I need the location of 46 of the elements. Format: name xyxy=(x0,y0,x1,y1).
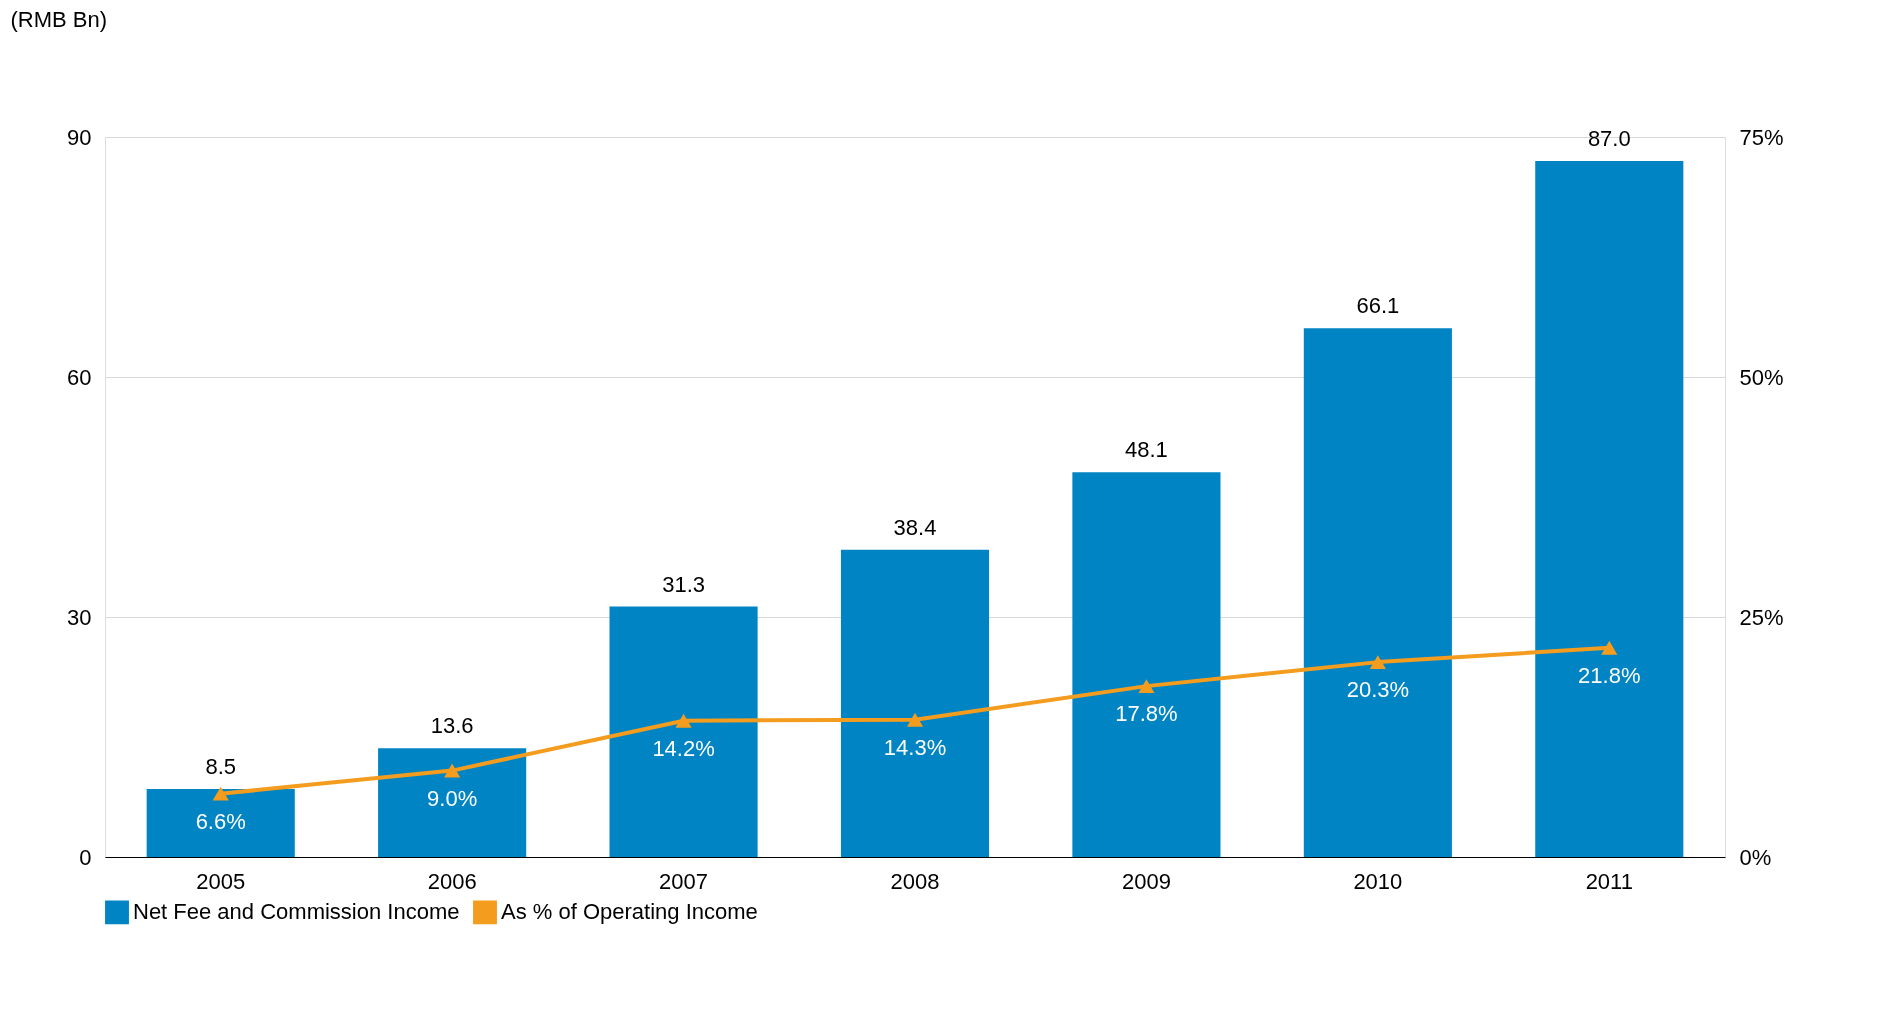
x-tick-label: 2006 xyxy=(427,868,477,894)
x-tick-label: 2005 xyxy=(196,868,246,894)
data-label: 38.4 xyxy=(893,514,937,540)
data-label: 20.3% xyxy=(1346,677,1410,703)
y2-tick-label: 0% xyxy=(1739,844,1772,870)
bar xyxy=(609,606,758,857)
data-label: 9.0% xyxy=(427,785,478,811)
data-label: 6.6% xyxy=(195,808,246,834)
y-axis-title: (RMB Bn) xyxy=(10,6,108,32)
bar xyxy=(840,549,990,857)
x-tick-label: 2011 xyxy=(1585,868,1633,894)
legend-label: As % of Operating Income xyxy=(501,899,758,925)
data-label: 13.6 xyxy=(430,713,474,739)
point xyxy=(212,786,229,801)
x-tick-label: 2010 xyxy=(1353,868,1403,894)
y-tick-label: 0 xyxy=(79,844,92,870)
x-tick-label: 2008 xyxy=(890,868,940,894)
point xyxy=(906,712,924,727)
bar xyxy=(1072,472,1221,857)
point xyxy=(1601,640,1618,655)
data-label: 21.8% xyxy=(1578,662,1641,688)
data-label: 14.3% xyxy=(883,734,947,760)
data-label: 87.0 xyxy=(1587,126,1631,151)
bar xyxy=(1535,161,1684,857)
y2-tick-label: 25% xyxy=(1739,604,1784,630)
point xyxy=(675,713,692,728)
y-tick-label: 90 xyxy=(67,124,92,150)
y-tick-label: 60 xyxy=(67,364,92,390)
x-tick-label: 2007 xyxy=(659,868,709,894)
data-label: 14.2% xyxy=(652,735,715,761)
data-label: 17.8% xyxy=(1115,701,1178,727)
y2-tick-label: 75% xyxy=(1739,124,1784,150)
data-label: 48.1 xyxy=(1125,437,1168,463)
point xyxy=(444,763,461,778)
bar xyxy=(378,748,527,857)
bar xyxy=(1303,328,1452,857)
legend-label: Net Fee and Commission Income xyxy=(133,899,460,925)
point xyxy=(1369,655,1386,670)
y2-tick-label: 50% xyxy=(1739,364,1784,390)
data-label: 31.3 xyxy=(662,571,705,597)
bar xyxy=(146,789,295,857)
x-tick-label: 2009 xyxy=(1121,868,1171,894)
data-label: 66.1 xyxy=(1356,293,1400,319)
y-tick-label: 30 xyxy=(67,604,92,630)
point xyxy=(1138,679,1155,694)
data-label: 8.5 xyxy=(205,754,237,779)
